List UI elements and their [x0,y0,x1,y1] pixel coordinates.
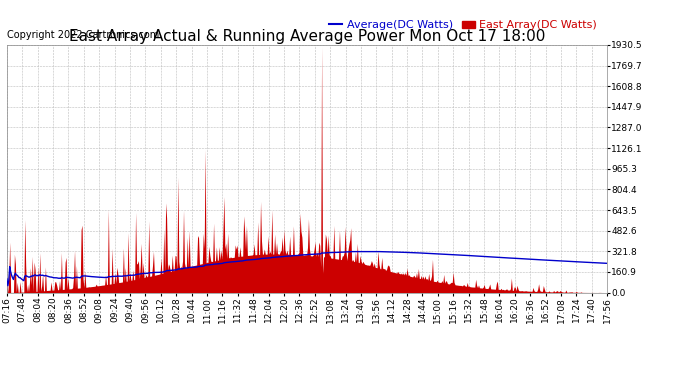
Legend: Average(DC Watts), East Array(DC Watts): Average(DC Watts), East Array(DC Watts) [324,16,602,35]
Text: Copyright 2022 Cartronics.com: Copyright 2022 Cartronics.com [7,30,159,40]
Title: East Array Actual & Running Average Power Mon Oct 17 18:00: East Array Actual & Running Average Powe… [69,29,545,44]
